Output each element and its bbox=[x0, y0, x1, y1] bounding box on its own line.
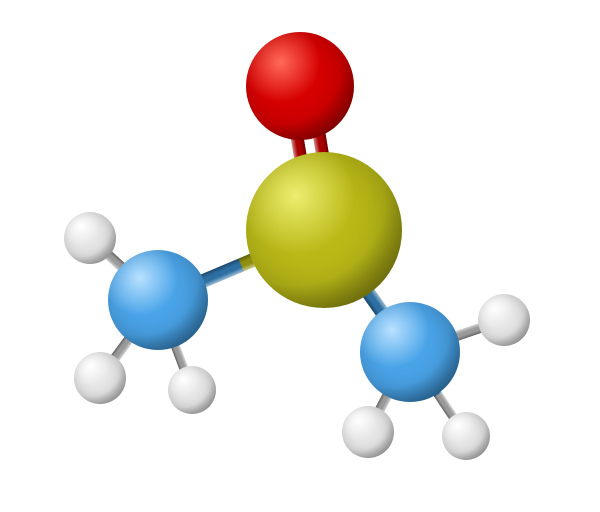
atom-hydrogen bbox=[168, 366, 216, 414]
atom-hydrogen bbox=[442, 412, 490, 460]
atom-carbon bbox=[360, 302, 460, 402]
atom-hydrogen bbox=[74, 352, 126, 404]
molecule-diagram bbox=[0, 0, 600, 512]
atom-carbon bbox=[108, 250, 208, 350]
atom-hydrogen bbox=[64, 212, 116, 264]
atom-hydrogen bbox=[478, 294, 530, 346]
atom-hydrogen bbox=[342, 406, 394, 458]
atom-sulfur bbox=[246, 152, 402, 308]
atom-oxygen bbox=[246, 32, 354, 140]
